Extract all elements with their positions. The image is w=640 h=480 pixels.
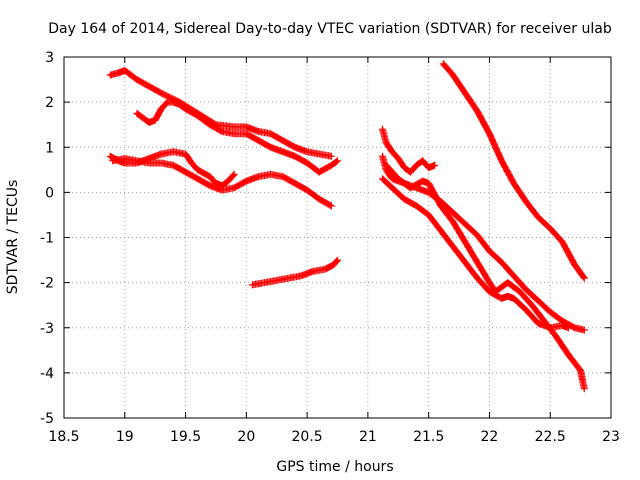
series-arc3 <box>106 148 238 190</box>
x-tick-label: 19 <box>116 429 134 445</box>
x-axis-label: GPS time / hours <box>276 459 393 475</box>
x-tick-label: 21 <box>359 429 377 445</box>
series-markers <box>439 60 588 282</box>
y-tick-label: -3 <box>40 321 54 337</box>
series-markers <box>382 161 588 393</box>
series-arc8 <box>379 152 588 334</box>
x-tick-label: 21.5 <box>413 429 444 445</box>
series-markers <box>379 152 588 334</box>
x-tick-label: 22 <box>481 429 499 445</box>
series-arc7 <box>379 125 439 176</box>
x-tick-label: 22.5 <box>535 429 566 445</box>
grid-layer <box>64 57 611 418</box>
x-tick-label: 23 <box>602 429 620 445</box>
series-arc4 <box>109 155 335 210</box>
series-arc2 <box>133 98 341 176</box>
y-tick-label: 2 <box>45 95 54 111</box>
data-marks <box>106 60 588 393</box>
chart-title: Day 164 of 2014, Sidereal Day-to-day VTE… <box>48 21 612 37</box>
y-tick-label: -4 <box>40 366 54 382</box>
axes-layer: 18.5 19 19.5 20 20.5 21 21.5 22 22.5 23-5-4-3-2-1… <box>40 50 620 445</box>
series-arc10 <box>382 161 588 393</box>
y-tick-label: 1 <box>45 140 54 156</box>
series-markers <box>133 98 341 176</box>
y-tick-label: -2 <box>40 276 54 292</box>
series-markers <box>379 125 439 176</box>
series-markers <box>106 148 238 190</box>
y-tick-label: -1 <box>40 231 54 247</box>
y-tick-label: 0 <box>45 185 54 201</box>
x-tick-label: 20.5 <box>292 429 323 445</box>
series-markers <box>109 155 335 210</box>
series-arc6 <box>439 60 588 282</box>
y-tick-label: -5 <box>40 411 54 427</box>
y-axis-label: SDTVAR / TECUs <box>5 180 21 295</box>
x-tick-label: 18.5 <box>48 429 79 445</box>
series-arc5 <box>248 256 341 289</box>
x-tick-label: 20 <box>237 429 255 445</box>
x-tick-label: 19.5 <box>170 429 201 445</box>
y-tick-label: 3 <box>45 50 54 66</box>
series-markers <box>248 256 341 289</box>
